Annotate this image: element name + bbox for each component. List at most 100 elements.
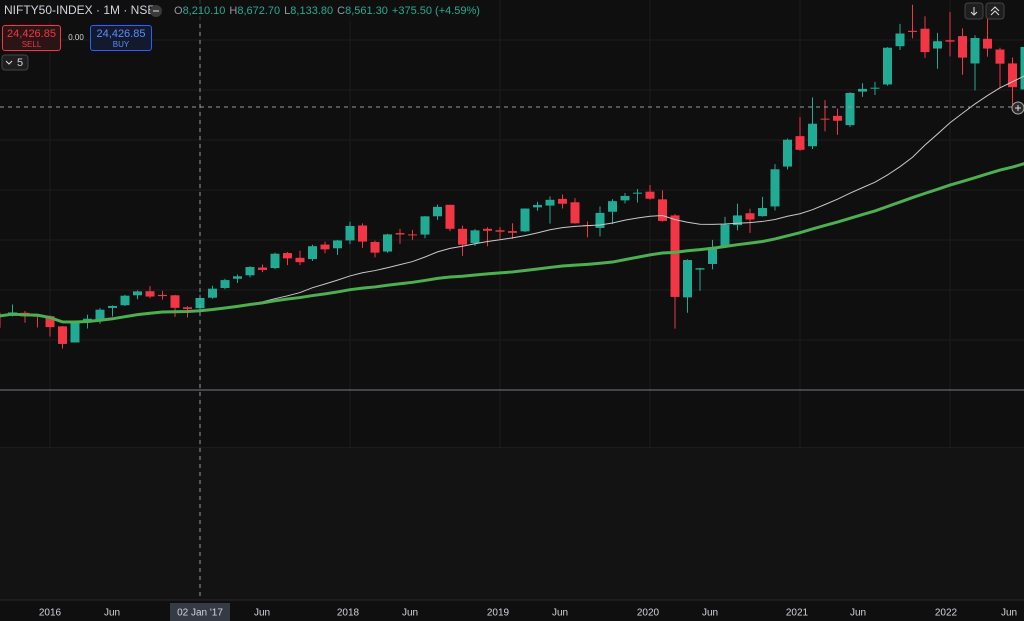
candle-body (1008, 63, 1017, 88)
candle-body (233, 276, 242, 279)
ohlc-readout: O8,210.10 H8,672.70 L8,133.80 C8,561.30 +375… (174, 5, 480, 17)
candle-body (908, 30, 917, 32)
ohlc-value: 8,133.80 (290, 5, 333, 17)
candle-body (633, 192, 642, 194)
candle-body (795, 136, 805, 150)
candle-body (533, 204, 542, 208)
candle-body (683, 260, 692, 298)
candle-body (645, 191, 655, 199)
candle-body (220, 280, 230, 288)
candle-body (508, 231, 517, 233)
sell-button[interactable]: 24,426.85 SELL (2, 25, 61, 51)
x-tick-label: 2019 (487, 608, 510, 619)
ohlc-value: 8,672.70 (237, 5, 280, 17)
symbol: NIFTY50-INDEX · 1M · NSE (4, 3, 155, 17)
candle-body (408, 234, 417, 236)
buy-button[interactable]: 24,426.85 BUY (90, 25, 152, 51)
candle-body (495, 230, 505, 232)
ohlc-value: 8,210.10 (183, 5, 226, 17)
x-tick-label: Jun (552, 608, 568, 619)
spread: 0.00 (68, 33, 84, 42)
ohlc-key: H (229, 5, 237, 17)
x-axis-labels: 2016 Jun 02 Jan '17 Jun 2018 Jun 2019 Jun 2020 Ju… (39, 603, 1017, 621)
candle-body (708, 247, 717, 264)
candle-body (895, 33, 905, 47)
candle-body (483, 228, 492, 231)
candle-body (283, 253, 292, 259)
indicators-count: 5 (17, 57, 23, 69)
candle-body (295, 257, 305, 263)
indicators-toggle[interactable] (1, 54, 29, 71)
scroll-icon (970, 7, 978, 16)
candle-body (558, 198, 567, 204)
ohlc-text: O8,210.10 H8,672.70 L8,133.80 C8,561.30 +375… (174, 5, 480, 17)
collapse-icon (990, 6, 1000, 16)
candle-body (308, 246, 317, 260)
candle-body (945, 40, 955, 42)
candle-body (983, 38, 992, 49)
candle-body (245, 267, 255, 276)
candle-body (358, 225, 367, 242)
sell-price: 24,426.85 (7, 28, 56, 40)
candle-body (183, 307, 192, 309)
candle-body (108, 305, 117, 308)
candle-body (45, 316, 55, 328)
candle-body (670, 215, 680, 297)
x-tick-label: Jun (1001, 608, 1017, 619)
x-tick-label: Jun (254, 608, 270, 619)
candle-body (208, 288, 217, 298)
candle-body (758, 208, 767, 217)
candle-body (270, 253, 280, 269)
candle-body (370, 241, 380, 253)
candle-body (920, 28, 930, 53)
candle-body (720, 224, 730, 247)
candle-body (258, 267, 267, 270)
candle-body (70, 322, 80, 343)
candle-body (970, 37, 980, 64)
candle-body (520, 208, 530, 232)
sell-label: SELL (21, 40, 42, 49)
candle-body (420, 216, 430, 235)
buy-label: BUY (112, 40, 130, 49)
candle-body (570, 202, 580, 224)
x-tick-label: 2016 (39, 608, 62, 619)
candle-body (808, 123, 817, 147)
ohlc-key: L (284, 5, 290, 17)
candle-body (120, 295, 130, 306)
x-tick-label: Jun (402, 608, 418, 619)
plot (0, 4, 1024, 349)
x-tick-label: 2021 (786, 608, 809, 619)
buy-price: 24,426.85 (96, 28, 146, 40)
candle-body (820, 118, 830, 120)
moving-average (0, 162, 1024, 324)
candle-body (958, 36, 967, 58)
candle-body (195, 297, 205, 309)
ohlc-value: 8,561.30 (345, 5, 388, 17)
candle-body (870, 87, 880, 89)
candle-body (345, 225, 355, 241)
candle-body (858, 88, 867, 92)
candle-body (133, 291, 142, 296)
ohlc-key: C (337, 5, 345, 17)
x-tick-label: 2022 (935, 608, 958, 619)
crosshair-label-bg (170, 603, 230, 621)
candle-body (833, 115, 842, 121)
candle-body (883, 47, 892, 85)
candle-body (608, 201, 617, 212)
chevron (5, 60, 13, 65)
candle-body (695, 268, 705, 270)
header-bg (0, 0, 470, 22)
indicator-pane (0, 448, 1024, 600)
candle-body (158, 294, 167, 297)
grid (0, 0, 1024, 600)
candle-body (933, 41, 942, 49)
candle-body (95, 309, 105, 320)
candle-body (145, 291, 155, 297)
candle-body (433, 206, 442, 217)
candle-body (620, 195, 630, 201)
change: +375.50 (+4.59%) (392, 5, 480, 17)
candle-body (333, 240, 342, 249)
candle-body (783, 139, 792, 167)
